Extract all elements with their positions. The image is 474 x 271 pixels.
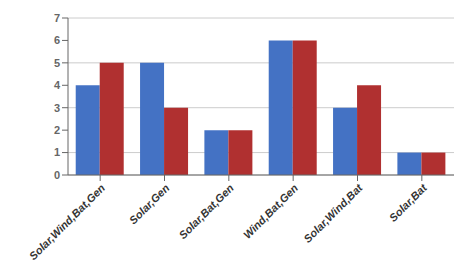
svg-text:Solar,Wind,Bat,Gen: Solar,Wind,Bat,Gen — [27, 181, 108, 262]
svg-text:Wind,Bat,Gen: Wind,Bat,Gen — [241, 181, 301, 241]
svg-text:3: 3 — [54, 102, 60, 114]
svg-text:Solar,Bat: Solar,Bat — [387, 181, 430, 224]
svg-text:Solar,Bat,Gen: Solar,Bat,Gen — [176, 181, 236, 241]
svg-text:5: 5 — [54, 57, 60, 69]
svg-text:2: 2 — [54, 124, 60, 136]
svg-text:1: 1 — [54, 146, 60, 158]
svg-text:4: 4 — [54, 79, 61, 91]
svg-text:6: 6 — [54, 34, 60, 46]
svg-text:7: 7 — [54, 12, 60, 24]
svg-text:0: 0 — [54, 169, 60, 181]
svg-text:Solar,Wind,Bat: Solar,Wind,Bat — [301, 181, 365, 245]
svg-text:Solar,Gen: Solar,Gen — [127, 181, 172, 226]
